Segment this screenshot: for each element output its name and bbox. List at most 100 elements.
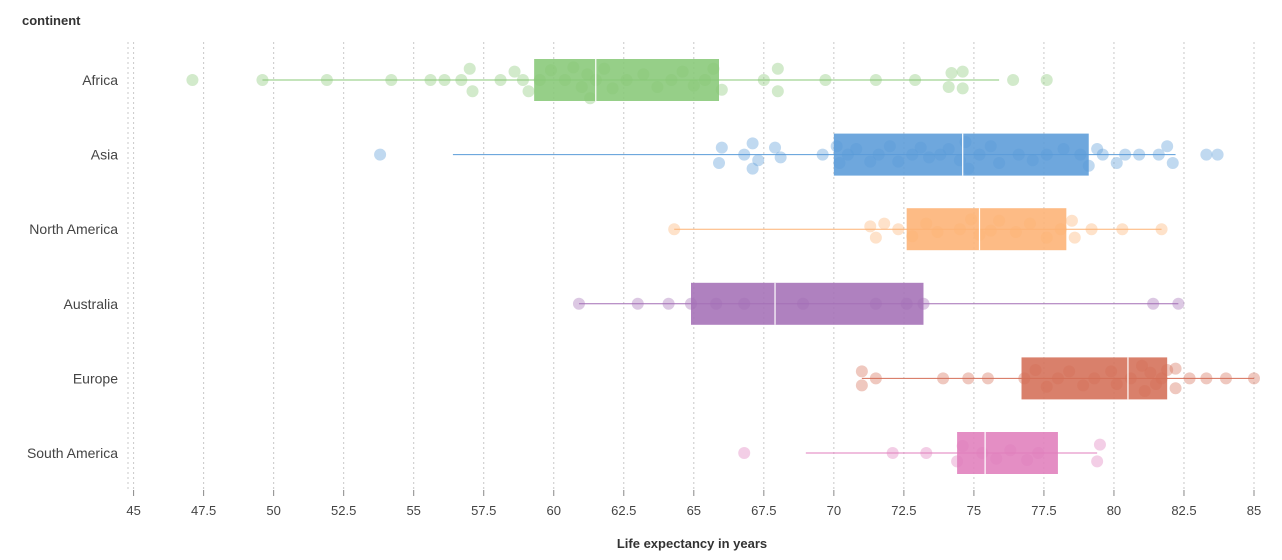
data-point bbox=[466, 85, 479, 98]
data-point bbox=[909, 74, 922, 86]
data-point bbox=[869, 231, 882, 244]
box bbox=[957, 432, 1058, 474]
data-point bbox=[738, 148, 751, 161]
data-point bbox=[886, 447, 899, 459]
data-point bbox=[1135, 359, 1148, 372]
x-tick-label: 70 bbox=[827, 503, 841, 518]
data-point bbox=[1161, 140, 1174, 153]
box bbox=[534, 59, 720, 101]
data-point bbox=[906, 230, 919, 243]
data-point bbox=[1200, 372, 1213, 385]
data-point bbox=[833, 157, 846, 169]
x-tick-label: 75 bbox=[967, 503, 981, 518]
data-point bbox=[1077, 379, 1090, 392]
data-point bbox=[1040, 231, 1053, 244]
data-point bbox=[1082, 159, 1095, 172]
data-point bbox=[1161, 364, 1174, 376]
data-point bbox=[668, 223, 681, 236]
x-tick-label: 50 bbox=[266, 503, 280, 518]
data-point bbox=[984, 224, 997, 237]
x-tick-label: 67.5 bbox=[751, 503, 776, 518]
data-point bbox=[757, 74, 770, 86]
box bbox=[1021, 357, 1168, 400]
box bbox=[833, 133, 1089, 176]
data-point bbox=[1155, 372, 1168, 385]
data-point bbox=[746, 162, 759, 175]
data-point bbox=[713, 157, 726, 169]
x-tick-label: 55 bbox=[406, 503, 420, 518]
series-europe bbox=[855, 357, 1260, 400]
data-point bbox=[707, 62, 720, 75]
data-point bbox=[962, 372, 975, 385]
data-point bbox=[892, 223, 905, 236]
data-point bbox=[1023, 217, 1036, 230]
data-point bbox=[752, 154, 765, 167]
data-point bbox=[662, 297, 675, 310]
data-point bbox=[1169, 362, 1182, 375]
x-tick-label: 85 bbox=[1247, 503, 1261, 518]
data-point bbox=[567, 61, 580, 74]
data-point bbox=[1021, 454, 1034, 466]
data-point bbox=[864, 220, 877, 233]
data-point bbox=[463, 62, 476, 75]
x-tick-label: 80 bbox=[1107, 503, 1121, 518]
data-point bbox=[942, 143, 955, 155]
data-point bbox=[830, 140, 843, 153]
data-point bbox=[637, 68, 650, 81]
data-point bbox=[1149, 378, 1162, 390]
data-point bbox=[438, 74, 451, 86]
data-point bbox=[1040, 148, 1053, 161]
data-point bbox=[883, 140, 896, 153]
data-point bbox=[923, 151, 936, 164]
data-point bbox=[1007, 74, 1020, 86]
data-point bbox=[981, 372, 994, 385]
data-point bbox=[1138, 385, 1151, 397]
data-point bbox=[1018, 372, 1031, 385]
data-point bbox=[1144, 366, 1157, 379]
data-point bbox=[869, 372, 882, 385]
data-point bbox=[855, 379, 868, 392]
data-point bbox=[993, 157, 1006, 169]
data-point bbox=[558, 74, 571, 86]
data-point bbox=[687, 79, 700, 92]
data-point bbox=[1065, 214, 1078, 227]
data-point bbox=[676, 65, 689, 78]
x-tick-label: 52.5 bbox=[331, 503, 356, 518]
data-point bbox=[606, 82, 619, 95]
data-point bbox=[746, 137, 759, 150]
data-point bbox=[320, 74, 333, 86]
data-point bbox=[855, 365, 868, 378]
data-point bbox=[715, 83, 728, 96]
data-point bbox=[1004, 444, 1017, 457]
x-tick-label: 47.5 bbox=[191, 503, 216, 518]
data-point bbox=[1093, 438, 1106, 451]
data-point bbox=[872, 148, 885, 161]
grid-lines bbox=[127, 42, 1255, 490]
series-australia bbox=[572, 282, 1185, 325]
data-point bbox=[699, 74, 712, 86]
data-point bbox=[1054, 223, 1067, 236]
data-point bbox=[1012, 148, 1025, 161]
data-point bbox=[522, 85, 535, 98]
data-point bbox=[1009, 226, 1022, 238]
category-label: North America bbox=[29, 221, 118, 237]
data-point bbox=[841, 148, 854, 161]
data-point bbox=[1040, 74, 1053, 86]
x-tick-label: 72.5 bbox=[891, 503, 916, 518]
data-point bbox=[533, 74, 546, 86]
data-point bbox=[869, 297, 882, 310]
data-point bbox=[962, 162, 975, 175]
data-point bbox=[1096, 148, 1109, 161]
data-point bbox=[769, 141, 782, 154]
data-point bbox=[1116, 223, 1129, 236]
data-point bbox=[953, 223, 966, 236]
data-point bbox=[1088, 372, 1101, 385]
y-axis-title: continent bbox=[22, 13, 81, 28]
data-point bbox=[1057, 143, 1070, 155]
data-point bbox=[1147, 297, 1160, 310]
data-point bbox=[906, 148, 919, 161]
data-point bbox=[819, 74, 832, 86]
data-point bbox=[455, 74, 468, 86]
box bbox=[691, 282, 924, 325]
x-tick-label: 57.5 bbox=[471, 503, 496, 518]
